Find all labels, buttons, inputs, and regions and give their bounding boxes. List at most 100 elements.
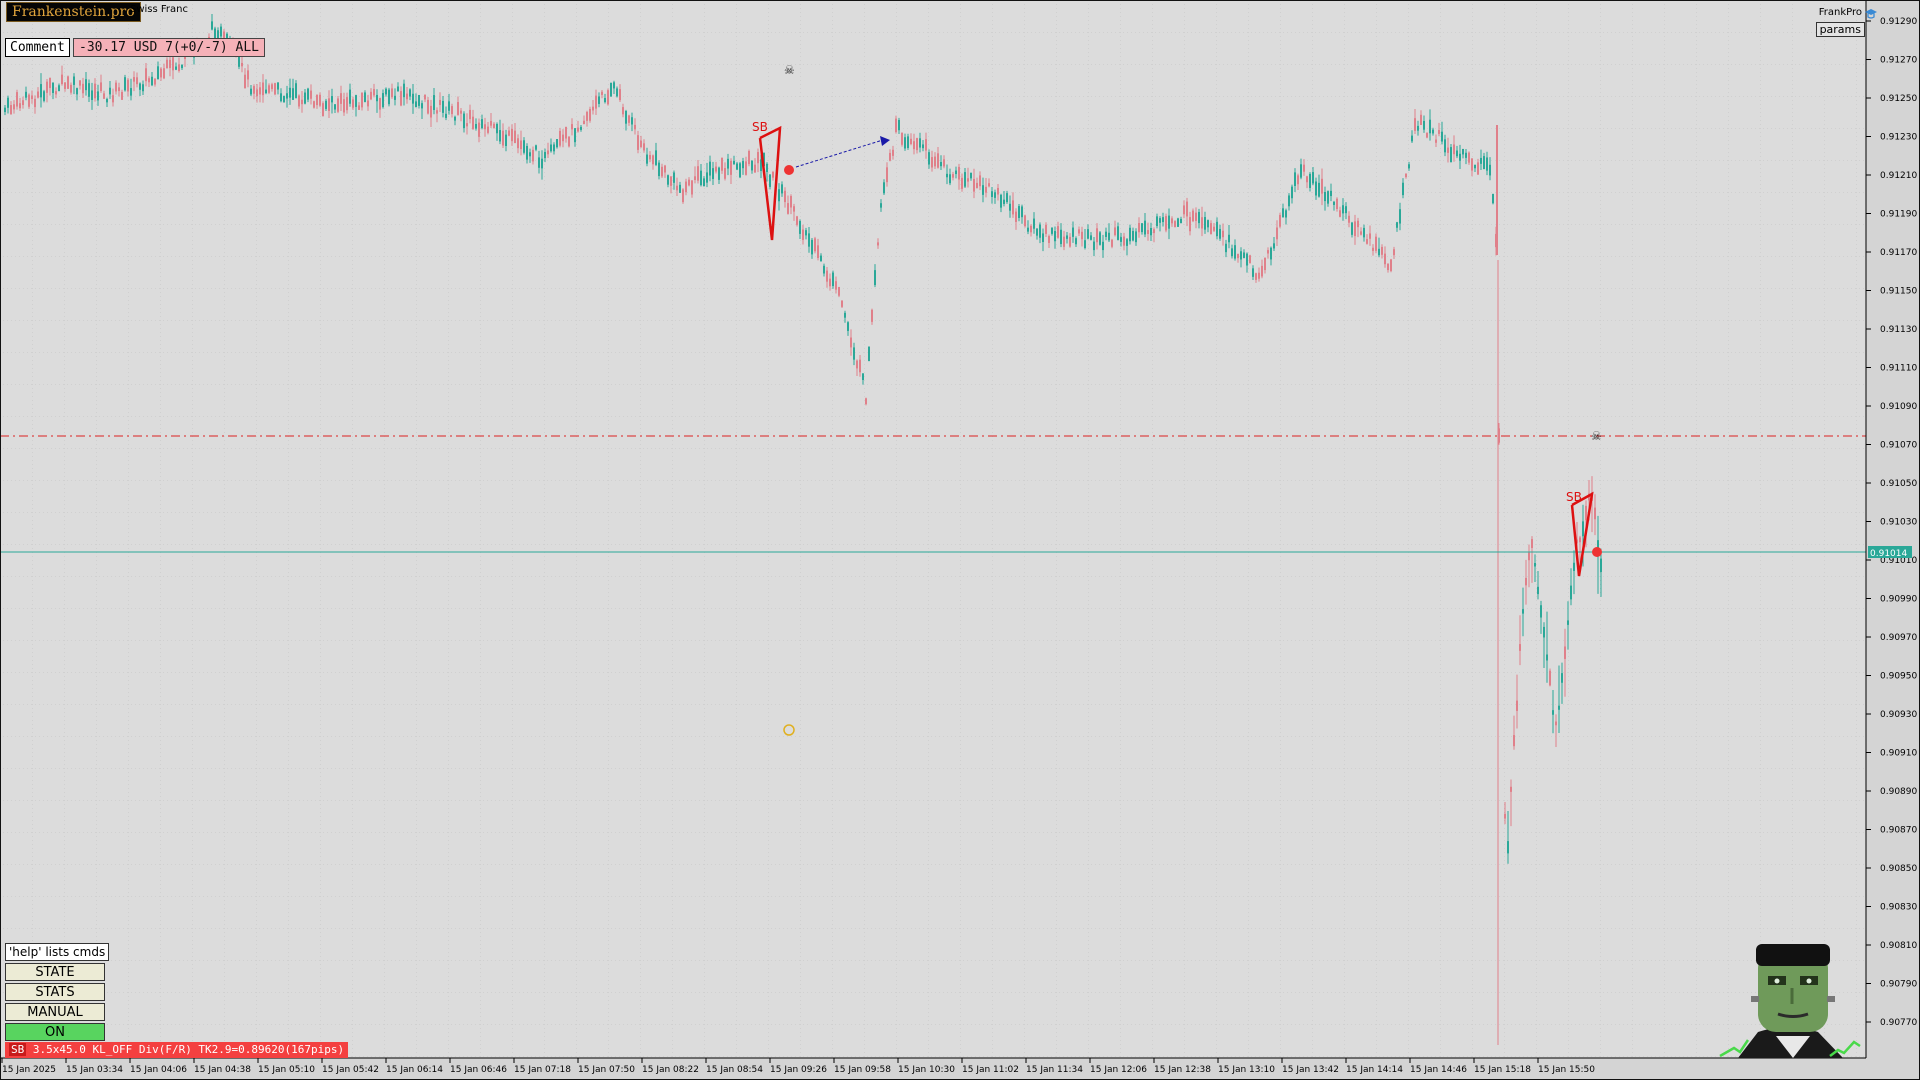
stats-button[interactable]: STATS [5, 983, 105, 1001]
candle-body [718, 167, 720, 180]
candle-body [1564, 646, 1566, 659]
candle-body [1348, 215, 1350, 223]
candle-body [1069, 236, 1071, 247]
candle-body [58, 85, 60, 92]
candle-body [73, 76, 75, 85]
help-hint: 'help' lists cmds [5, 943, 110, 961]
candle-body [643, 143, 645, 151]
candle-body [1066, 235, 1068, 239]
candle-body [589, 109, 591, 121]
state-button[interactable]: STATE [5, 963, 105, 981]
candle-body [1600, 558, 1602, 572]
candle-body [1396, 222, 1398, 228]
comment-value: -30.17 USD 7(+0/-7) ALL [73, 38, 266, 57]
candle-body [1366, 239, 1368, 244]
candle-body [1294, 172, 1296, 186]
current-price-label: 0.91014 [1870, 549, 1907, 559]
candle-body [334, 104, 336, 110]
time-tick-label: 15 Jan 04:38 [194, 1065, 251, 1075]
candle-body [1243, 252, 1245, 258]
candle-body [328, 98, 330, 111]
manual-button[interactable]: MANUAL [5, 1003, 105, 1021]
candle-body [1264, 257, 1266, 271]
candle-body [16, 92, 18, 107]
candle-body [625, 110, 627, 124]
candle-body [835, 281, 837, 290]
candle-body [832, 272, 834, 287]
candle-body [511, 128, 513, 142]
candle-body [646, 154, 648, 164]
candle-body [1360, 231, 1362, 235]
candle-body [898, 119, 900, 131]
candle-body [1393, 249, 1395, 256]
candle-body [1519, 644, 1521, 651]
candle-body [748, 151, 750, 165]
candle-body [1228, 234, 1230, 243]
candle-body [220, 26, 222, 37]
candle-body [1378, 248, 1380, 256]
candle-body [1090, 235, 1092, 240]
candle-body [343, 99, 345, 113]
candle-body [1237, 253, 1239, 259]
candle-body [145, 68, 147, 82]
candle-body [490, 120, 492, 126]
candle-body [571, 124, 573, 130]
candle-body [1537, 586, 1539, 595]
candle-body [661, 166, 663, 177]
candle-body [529, 152, 531, 157]
candle-body [292, 88, 294, 100]
candle-body [1576, 539, 1578, 544]
candle-body [526, 145, 528, 160]
candle-body [253, 86, 255, 94]
candle-body [52, 82, 54, 93]
candle-body [841, 300, 843, 307]
candle-body [970, 172, 972, 179]
candle-body [883, 182, 885, 194]
time-tick-label: 15 Jan 14:46 [1410, 1065, 1467, 1075]
candle-body [1507, 841, 1509, 854]
candle-body [877, 242, 879, 246]
candle-body [1387, 263, 1389, 271]
time-tick-label: 15 Jan 03:34 [66, 1065, 123, 1075]
candle-body [844, 312, 846, 318]
candle-body [955, 170, 957, 175]
candle-body [286, 93, 288, 99]
candle-body [85, 79, 87, 91]
candle-body [325, 100, 327, 109]
candle-body [667, 175, 669, 185]
candle-body [22, 100, 24, 106]
candle-body [1339, 210, 1341, 217]
candlestick-series [4, 14, 1602, 1045]
graduation-cap-icon[interactable] [1864, 5, 1877, 19]
candle-body [724, 168, 726, 179]
candle-body [637, 135, 639, 150]
candle-body [1102, 241, 1104, 251]
candle-body [1504, 813, 1506, 819]
candle-body [484, 124, 486, 130]
candle-body [457, 102, 459, 115]
candle-body [283, 96, 285, 102]
candle-body [1438, 129, 1440, 134]
candle-body [871, 309, 873, 322]
candle-body [1063, 236, 1065, 247]
candle-body [1483, 156, 1485, 169]
candle-body [1162, 217, 1164, 223]
candle-body [1579, 537, 1581, 543]
candle-body [580, 126, 582, 130]
time-axis: 15 Jan 2025 15 Jan 03:34 15 Jan 04:06 15 Ja… [1, 1058, 1595, 1075]
on-toggle-button[interactable]: ON [5, 1023, 105, 1041]
candle-body [181, 64, 183, 69]
candle-body [925, 139, 927, 151]
candle-body [640, 140, 642, 148]
candle-body [1045, 224, 1047, 234]
symbol-title: Swiss Franc [130, 4, 189, 15]
candle-body [1006, 193, 1008, 203]
candle-body [1000, 194, 1002, 208]
candle-body [277, 82, 279, 90]
candle-body [688, 179, 690, 186]
candle-body [535, 145, 537, 150]
candle-body [280, 93, 282, 102]
params-button[interactable]: params [1815, 22, 1865, 37]
candle-body [919, 138, 921, 148]
